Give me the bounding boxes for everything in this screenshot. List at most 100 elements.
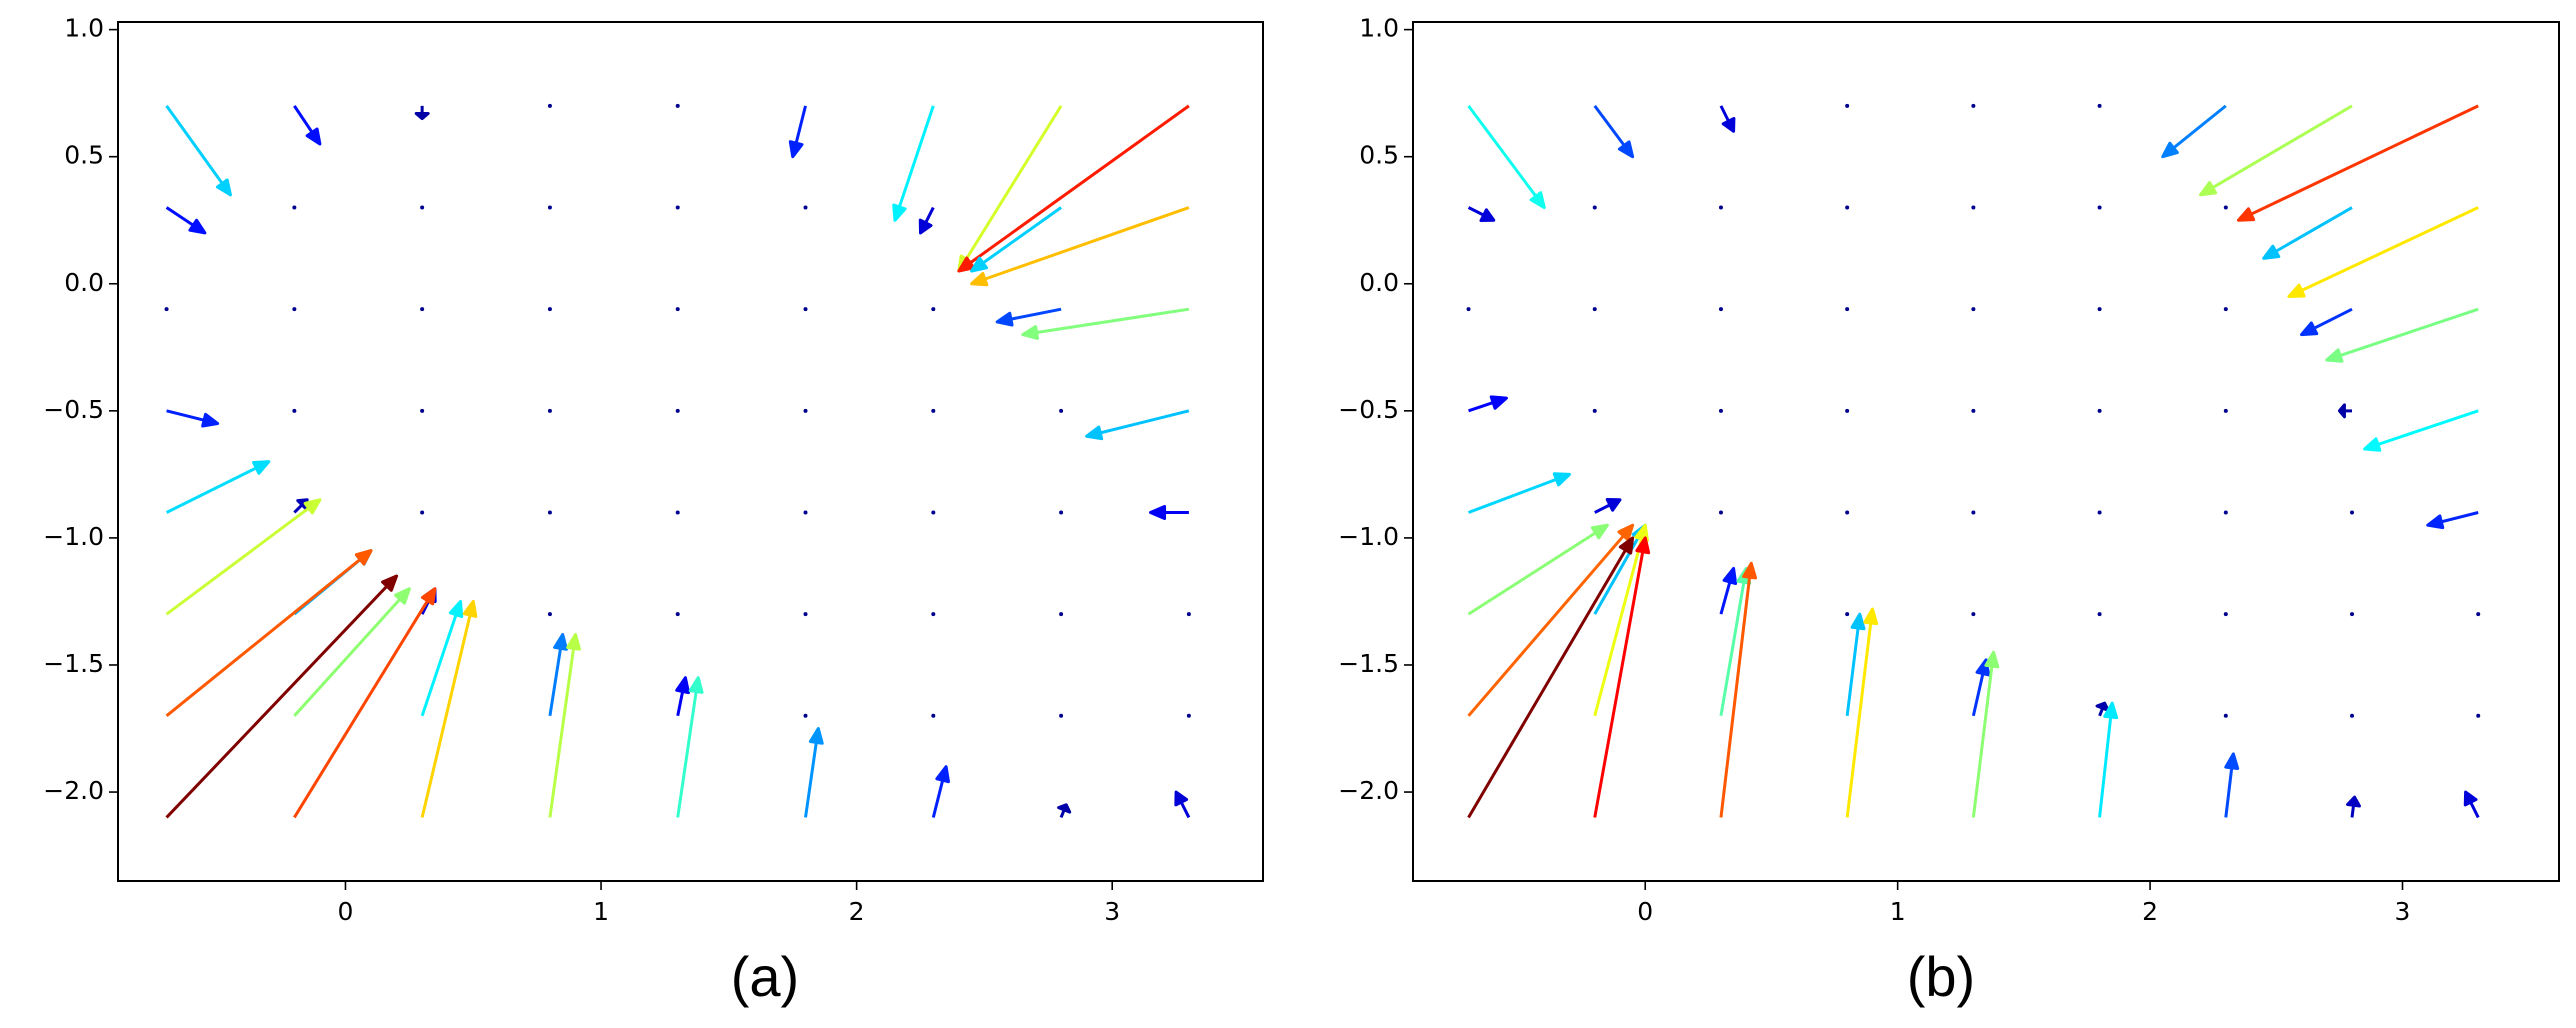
vector-arrow <box>420 599 478 818</box>
y-tick-label: 0.0 <box>1359 268 1399 297</box>
vector-arrow <box>892 105 935 222</box>
zero-vector <box>2223 408 2228 413</box>
zero-vector <box>292 205 297 210</box>
vector-arrow <box>1719 561 1758 818</box>
zero-vector <box>1718 307 1723 312</box>
x-tick-label: 1 <box>593 897 609 926</box>
vector-arrow <box>166 409 220 428</box>
zero-vector <box>1186 713 1191 718</box>
y-tick-label: −1.0 <box>1338 522 1399 551</box>
vector-arrow <box>165 498 322 616</box>
vector-arrow <box>165 549 373 717</box>
zero-vector <box>2097 612 2102 617</box>
zero-vector <box>1592 408 1597 413</box>
zero-vector <box>1718 510 1723 515</box>
zero-vector <box>675 510 680 515</box>
zero-vector <box>1718 205 1723 210</box>
axes-frame <box>1412 21 2560 882</box>
zero-vector <box>1059 713 1064 718</box>
vector-arrow <box>1057 803 1072 819</box>
zero-vector <box>2223 205 2228 210</box>
zero-vector <box>1845 408 1850 413</box>
y-tick-label: 0.5 <box>64 141 104 170</box>
zero-vector <box>1845 307 1850 312</box>
vector-arrow <box>1174 790 1191 819</box>
zero-vector <box>547 510 552 515</box>
vector-arrow <box>970 206 1062 273</box>
zero-vector <box>547 103 552 108</box>
zero-vector <box>803 510 808 515</box>
vector-arrow <box>548 632 581 818</box>
vector-arrow <box>2337 403 2353 419</box>
vector-arrow <box>1845 612 1866 716</box>
y-tick-label: −1.0 <box>43 522 104 551</box>
zero-vector <box>931 713 936 718</box>
vector-arrow <box>1593 104 1635 159</box>
zero-vector <box>420 408 425 413</box>
zero-vector <box>1466 307 1471 312</box>
vector-arrow <box>957 104 1190 273</box>
vector-arrow <box>2161 104 2227 159</box>
x-tick-label: 0 <box>1637 897 1653 926</box>
vector-arrow <box>2426 511 2479 530</box>
y-tick-label: 1.0 <box>64 14 104 43</box>
x-tick-label: 2 <box>2142 897 2158 926</box>
zero-vector <box>2350 510 2355 515</box>
zero-vector <box>2097 307 2102 312</box>
zero-vector <box>931 510 936 515</box>
vector-arrow <box>1085 409 1190 441</box>
zero-vector <box>1971 205 1976 210</box>
y-tick-label: −0.5 <box>43 395 104 424</box>
vector-arrow <box>420 599 464 717</box>
zero-vector <box>931 612 936 617</box>
zero-vector <box>675 205 680 210</box>
vector-arrow <box>2095 701 2110 717</box>
zero-vector <box>803 612 808 617</box>
vector-arrow <box>1467 523 1635 717</box>
y-tick-label: 0.0 <box>64 268 104 297</box>
zero-vector <box>547 408 552 413</box>
y-tick-label: −0.5 <box>1338 395 1399 424</box>
zero-vector <box>1971 510 1976 515</box>
panel-caption: (b) <box>1907 945 1975 1008</box>
zero-vector <box>675 307 680 312</box>
vector-arrow <box>675 676 691 717</box>
vector-arrow <box>2287 206 2479 298</box>
vector-arrow <box>1467 536 1635 819</box>
zero-vector <box>675 408 680 413</box>
zero-vector <box>420 205 425 210</box>
vector-arrow <box>165 104 232 197</box>
vector-arrow <box>931 765 950 818</box>
vector-arrow <box>2463 790 2480 819</box>
x-tick-label: 0 <box>338 897 354 926</box>
vector-arrow <box>1468 395 1508 413</box>
zero-vector <box>931 307 936 312</box>
vector-arrow <box>1467 523 1609 616</box>
vector-arrow <box>1467 206 1496 223</box>
axes-frame <box>117 21 1264 882</box>
zero-vector <box>2223 612 2228 617</box>
vector-arrow <box>2199 104 2353 197</box>
vector-arrow <box>1845 607 1879 818</box>
zero-vector <box>2223 307 2228 312</box>
y-tick-label: −1.5 <box>1338 649 1399 678</box>
zero-vector <box>1059 408 1064 413</box>
vector-arrow <box>2236 104 2479 222</box>
zero-vector <box>1971 408 1976 413</box>
y-tick-label: −2.0 <box>1338 776 1399 805</box>
vector-arrow <box>165 574 399 819</box>
zero-vector <box>2350 612 2355 617</box>
zero-vector <box>292 408 297 413</box>
x-tick-label: 3 <box>1104 897 1120 926</box>
zero-vector <box>1971 612 1976 617</box>
vector-arrow <box>293 587 437 819</box>
vector-arrow <box>1021 307 1190 340</box>
vector-arrow <box>970 206 1190 287</box>
zero-vector <box>1971 103 1976 108</box>
zero-vector <box>1718 408 1723 413</box>
zero-vector <box>2476 612 2481 617</box>
zero-vector <box>292 307 297 312</box>
zero-vector <box>1845 510 1850 515</box>
vector-arrow <box>165 460 271 514</box>
zero-vector <box>1059 612 1064 617</box>
